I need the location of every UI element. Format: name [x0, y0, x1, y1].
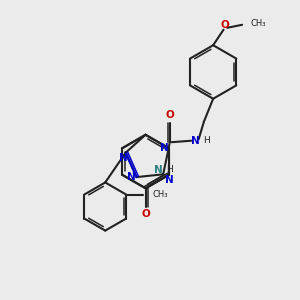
Text: H: H: [203, 136, 209, 145]
Text: O: O: [165, 110, 174, 120]
Text: N: N: [191, 136, 200, 146]
Text: CH₃: CH₃: [250, 19, 266, 28]
Text: N: N: [127, 172, 135, 182]
Text: N: N: [160, 143, 169, 153]
Text: N: N: [165, 175, 174, 185]
Text: N: N: [119, 153, 128, 163]
Text: N: N: [154, 165, 163, 175]
Text: O: O: [221, 20, 230, 30]
Text: O: O: [141, 208, 150, 218]
Text: H: H: [167, 165, 173, 174]
Text: CH₃: CH₃: [152, 190, 168, 199]
